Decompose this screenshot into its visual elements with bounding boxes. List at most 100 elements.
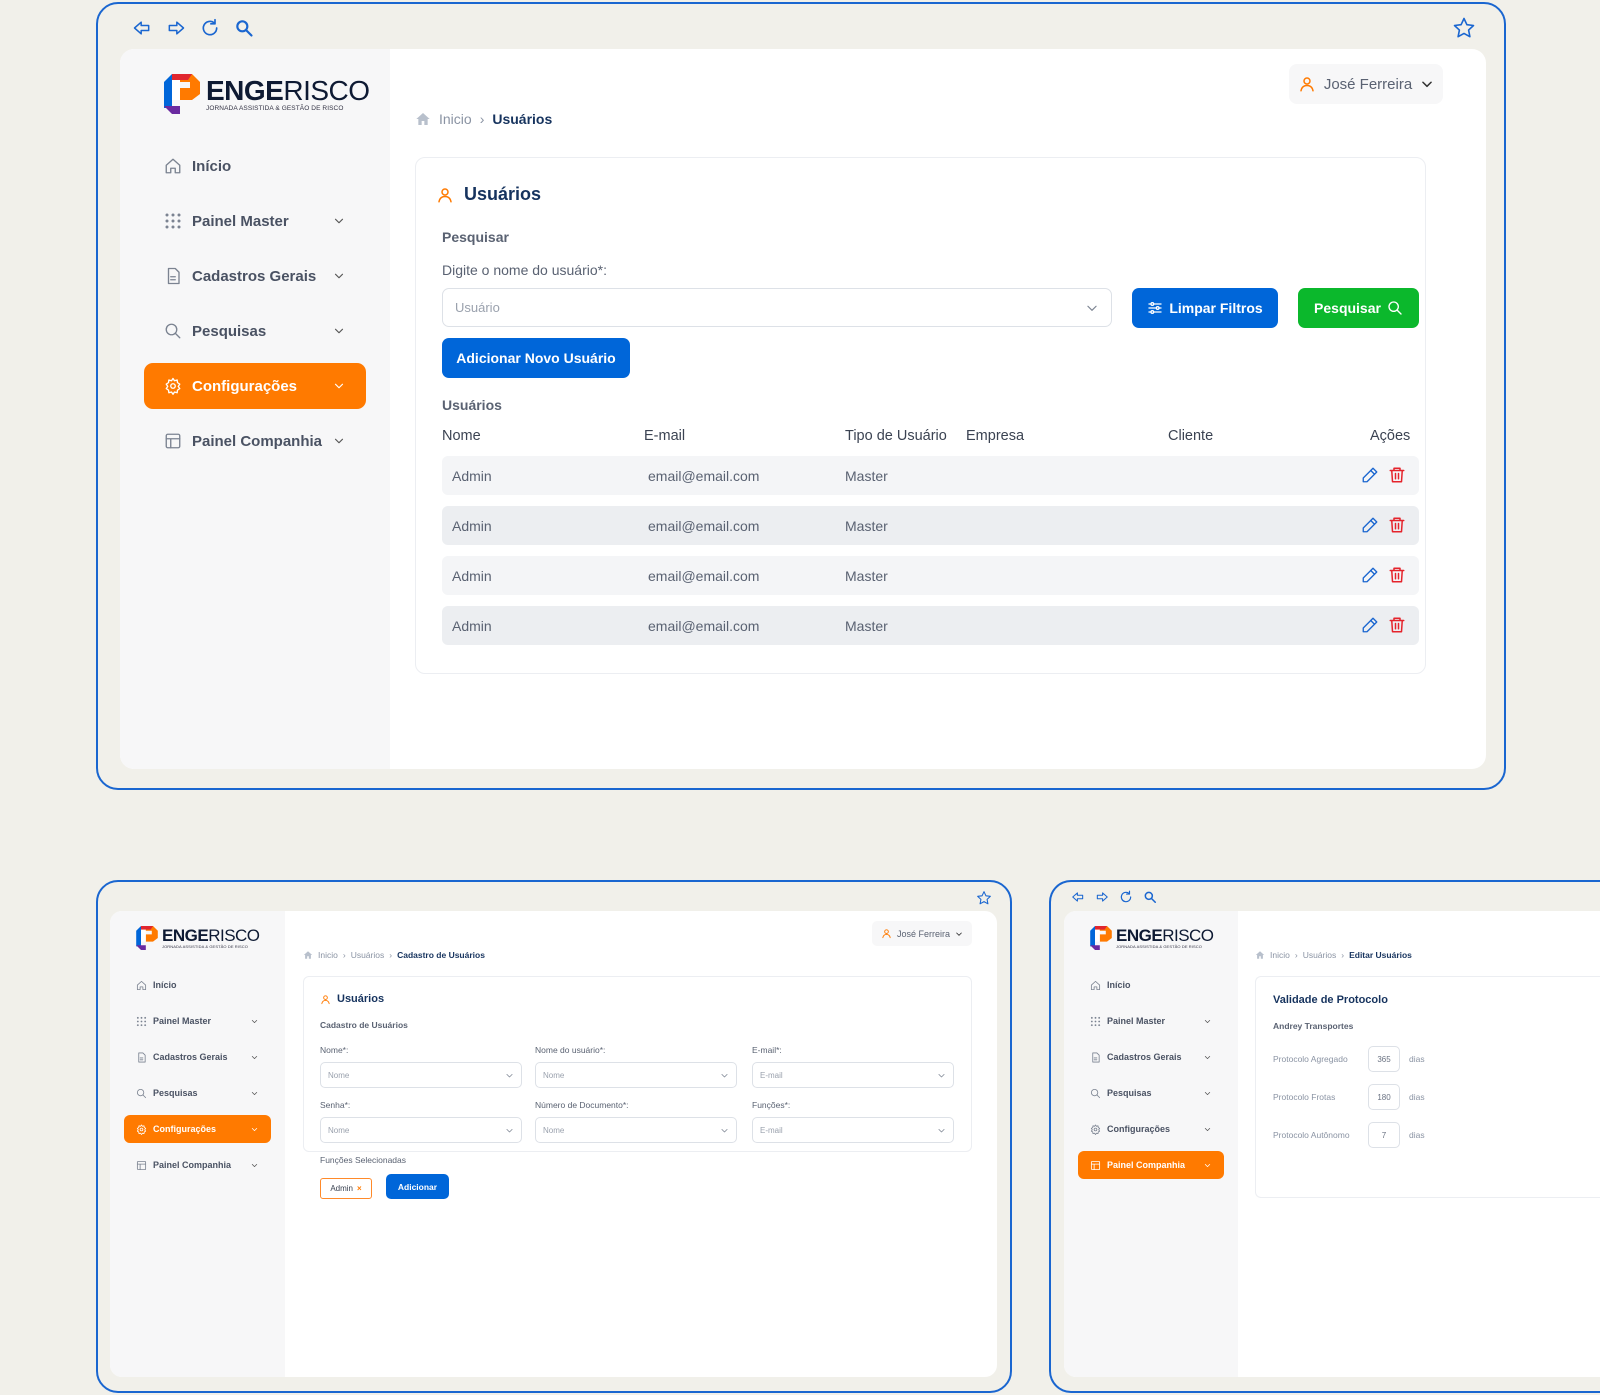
breadcrumb-separator: ›: [389, 950, 393, 960]
sidebar-item-layout[interactable]: Painel Companhia: [124, 1151, 271, 1179]
forward-arrow-icon[interactable]: [1095, 890, 1109, 904]
sidebar-item-search[interactable]: Pesquisas: [124, 1079, 271, 1107]
sidebar-item-label: Pesquisas: [153, 1088, 198, 1098]
reload-icon[interactable]: [200, 18, 220, 38]
form-subtitle: Cadastro de Usuários: [320, 1020, 408, 1030]
star-icon[interactable]: [1452, 16, 1476, 40]
search-icon[interactable]: [1143, 890, 1157, 904]
chevron-down-icon: [1203, 1125, 1212, 1134]
logo[interactable]: ENGERISCO JORNADA ASSISTIDA & GESTÃO DE R…: [136, 926, 260, 950]
protocol-days-input[interactable]: 7: [1368, 1122, 1400, 1148]
delete-icon[interactable]: [1388, 466, 1406, 484]
breadcrumb-home[interactable]: Inicio: [439, 111, 472, 127]
sidebar-item-gear[interactable]: Configurações: [144, 363, 366, 409]
sidebar-item-file[interactable]: Cadastros Gerais: [144, 253, 366, 299]
protocol-days-input[interactable]: 180: [1368, 1084, 1400, 1110]
chevron-down-icon: [332, 379, 346, 393]
sidebar-item-label: Painel Companhia: [191, 432, 323, 450]
edit-icon[interactable]: [1361, 566, 1379, 584]
form-select[interactable]: E-mail: [752, 1117, 954, 1143]
sidebar-item-home[interactable]: Início: [144, 143, 366, 189]
file-icon: [164, 267, 182, 285]
sidebar-item-label: Configurações: [192, 377, 298, 395]
sidebar-item-search[interactable]: Pesquisas: [144, 308, 366, 354]
sidebar-item-home[interactable]: Início: [124, 971, 271, 999]
breadcrumb-usuarios[interactable]: Usuários: [350, 950, 385, 960]
user-menu-button[interactable]: José Ferreira: [872, 921, 972, 946]
edit-icon[interactable]: [1361, 466, 1379, 484]
cell-nome: Admin: [452, 468, 492, 484]
breadcrumb-home[interactable]: Inicio: [318, 950, 338, 960]
form-select[interactable]: Nome: [320, 1062, 522, 1088]
cell-nome: Admin: [452, 568, 492, 584]
search-icon: [164, 322, 182, 340]
chevron-down-icon: [505, 1071, 514, 1080]
protocol-label: Protocolo Autônomo: [1273, 1130, 1350, 1140]
company-name: Andrey Transportes: [1273, 1021, 1354, 1031]
sidebar-item-label: Configurações: [1107, 1124, 1171, 1134]
user-menu-button[interactable]: José Ferreira: [1289, 64, 1443, 104]
user-icon: [1298, 75, 1316, 93]
edit-icon[interactable]: [1361, 516, 1379, 534]
back-arrow-icon[interactable]: [132, 18, 152, 38]
star-icon[interactable]: [976, 890, 992, 906]
search-button[interactable]: Pesquisar: [1298, 288, 1419, 328]
breadcrumb-home[interactable]: Inicio: [1270, 950, 1290, 960]
form-select[interactable]: Nome: [320, 1117, 522, 1143]
protocol-unit: dias: [1409, 1130, 1425, 1140]
breadcrumb-usuarios[interactable]: Usuários: [1302, 950, 1337, 960]
card-title-text: Usuários: [337, 993, 385, 1005]
back-arrow-icon[interactable]: [1071, 890, 1085, 904]
sidebar-item-gear[interactable]: Configurações: [124, 1115, 271, 1143]
add-role-button[interactable]: Adicionar: [386, 1174, 449, 1199]
sidebar-item-label: Início: [1107, 980, 1131, 990]
form-select[interactable]: Nome: [535, 1062, 737, 1088]
cell-tipo: Master: [845, 618, 888, 634]
add-user-button[interactable]: Adicionar Novo Usuário: [442, 338, 630, 378]
gear-icon: [164, 377, 182, 395]
breadcrumb-current: Cadastro de Usuários: [397, 950, 485, 960]
browser-window-editar: ENGERISCO JORNADA ASSISTIDA & GESTÃO DE R…: [1049, 880, 1600, 1393]
delete-icon[interactable]: [1388, 516, 1406, 534]
user-search-placeholder: Usuário: [455, 300, 500, 315]
forward-arrow-icon[interactable]: [166, 18, 186, 38]
grid-icon: [164, 212, 182, 230]
form-select[interactable]: Nome: [535, 1117, 737, 1143]
sidebar-item-layout[interactable]: Painel Companhia: [144, 418, 366, 464]
sidebar-item-grid[interactable]: Painel Master: [1078, 1007, 1224, 1035]
chevron-down-icon: [1420, 77, 1434, 91]
delete-icon[interactable]: [1388, 616, 1406, 634]
sidebar-item-grid[interactable]: Painel Master: [124, 1007, 271, 1035]
user-name: José Ferreira: [1323, 75, 1413, 93]
delete-icon[interactable]: [1388, 566, 1406, 584]
edit-icon[interactable]: [1361, 616, 1379, 634]
sidebar-item-layout[interactable]: Painel Companhia: [1078, 1151, 1224, 1179]
sidebar-item-label: Painel Master: [1107, 1016, 1166, 1026]
remove-icon[interactable]: ×: [357, 1184, 362, 1193]
search-icon: [136, 1088, 147, 1099]
browser-toolbar: [1071, 890, 1157, 904]
protocol-days-input[interactable]: 365: [1368, 1046, 1400, 1072]
sidebar-item-search[interactable]: Pesquisas: [1078, 1079, 1224, 1107]
user-search-select[interactable]: Usuário: [442, 288, 1112, 327]
reload-icon[interactable]: [1119, 890, 1133, 904]
sidebar-item-file[interactable]: Cadastros Gerais: [1078, 1043, 1224, 1071]
logo[interactable]: ENGERISCO JORNADA ASSISTIDA & GESTÃO DE R…: [164, 74, 370, 114]
field-label: Nome do usuário*:: [535, 1045, 606, 1055]
sidebar-item-grid[interactable]: Painel Master: [144, 198, 366, 244]
sidebar-item-file[interactable]: Cadastros Gerais: [124, 1043, 271, 1071]
sidebar-item-label: Pesquisas: [1107, 1088, 1152, 1098]
home-icon: [164, 157, 182, 175]
card-title: Usuários: [436, 184, 541, 205]
sidebar-item-gear[interactable]: Configurações: [1078, 1115, 1224, 1143]
column-header-nome: Nome: [442, 428, 481, 444]
breadcrumb: Inicio › Usuários: [415, 111, 552, 127]
protocol-value: 365: [1377, 1054, 1391, 1064]
chevron-down-icon: [955, 930, 963, 938]
search-icon[interactable]: [234, 18, 254, 38]
clear-filters-button[interactable]: Limpar Filtros: [1132, 288, 1278, 328]
logo[interactable]: ENGERISCO JORNADA ASSISTIDA & GESTÃO DE R…: [1090, 926, 1214, 950]
sidebar-item-home[interactable]: Início: [1078, 971, 1224, 999]
form-select[interactable]: E-mail: [752, 1062, 954, 1088]
chevron-down-icon: [332, 214, 346, 228]
